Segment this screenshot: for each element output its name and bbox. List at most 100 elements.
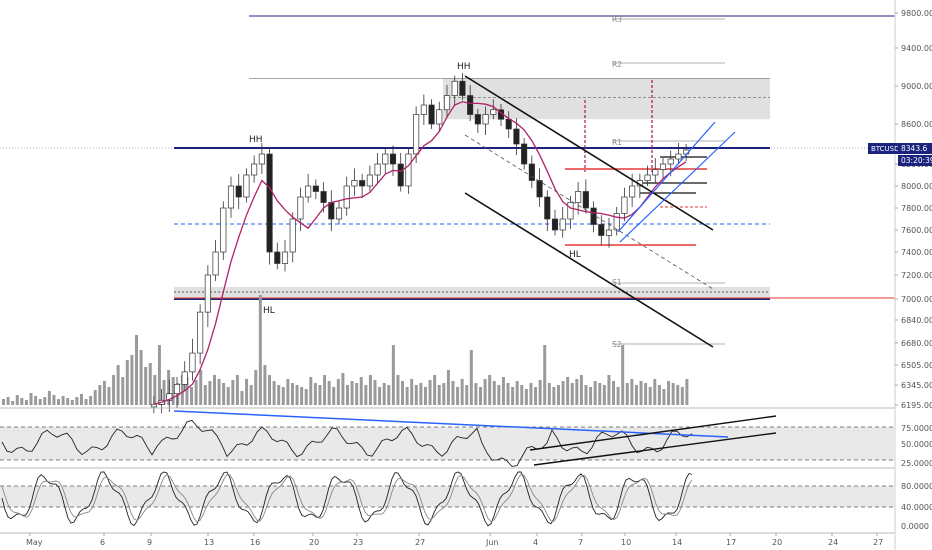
volume-bar xyxy=(38,399,42,405)
volume-bar xyxy=(598,383,602,405)
time-tick-label: May xyxy=(26,538,43,547)
volume-bar xyxy=(281,387,285,405)
volume-bar xyxy=(102,381,106,405)
volume-bar xyxy=(410,379,414,405)
volume-bar xyxy=(442,383,446,405)
time-tick-label: 9 xyxy=(147,538,152,547)
volume-bar xyxy=(309,377,313,405)
volume-bar xyxy=(258,295,262,405)
volume-bar xyxy=(263,365,267,405)
candle-body xyxy=(243,174,250,198)
volume-bar xyxy=(446,370,450,405)
rsi-divergence-line xyxy=(173,410,729,438)
volume-bar xyxy=(506,383,510,405)
volume-bar xyxy=(460,379,464,405)
volume-bar xyxy=(419,383,423,405)
label-s1: S1 xyxy=(612,278,622,287)
rsi-tick-label: 25.0000 xyxy=(901,459,932,468)
volume-bar xyxy=(304,389,308,405)
volume-bar xyxy=(6,397,10,405)
volume-bar xyxy=(552,387,556,405)
volume-bar xyxy=(685,379,689,405)
price-tick-label: 7400.00 xyxy=(901,248,932,257)
volume-bar xyxy=(625,383,629,405)
volume-bar xyxy=(93,390,97,405)
stochastic-axis: 80.0000 40.0000 0.0000 xyxy=(901,482,932,531)
rsi-tick-label: 50.0000 xyxy=(901,440,932,449)
volume-bar xyxy=(589,387,593,405)
volume-bar xyxy=(290,383,294,405)
candle-body xyxy=(490,109,497,115)
time-tick-label: 17 xyxy=(726,538,736,547)
volume-bar xyxy=(396,375,400,405)
stoch-d-line xyxy=(1,473,693,523)
label-r3: R3 xyxy=(612,15,622,24)
volume-bar xyxy=(653,379,657,405)
candle-body xyxy=(235,185,242,198)
candle-body xyxy=(521,143,528,165)
candle-body xyxy=(281,251,289,264)
volume-bar xyxy=(657,385,661,405)
candle-body xyxy=(413,114,420,155)
volume-bar xyxy=(130,355,134,405)
volume-bar xyxy=(612,381,616,405)
volume-bar xyxy=(414,385,418,405)
volume-bar xyxy=(602,385,606,405)
candle-body xyxy=(328,202,335,220)
stoch-k-line xyxy=(1,471,693,527)
volume-bar xyxy=(391,345,395,405)
volume-bar xyxy=(662,389,666,405)
volume-bar xyxy=(556,385,560,405)
volume-bar xyxy=(24,400,28,405)
candle-body xyxy=(590,207,597,225)
volume-bar xyxy=(483,379,487,405)
candle-body xyxy=(405,153,412,187)
candle-body xyxy=(443,95,451,111)
candle-body xyxy=(397,163,404,187)
volume-bar xyxy=(616,387,620,405)
rsi-band xyxy=(0,427,895,460)
volume-bar xyxy=(226,387,230,405)
volume-bar xyxy=(346,385,349,405)
volume-bar xyxy=(355,383,359,405)
volume-bar xyxy=(43,397,47,405)
volume-bar xyxy=(680,387,684,405)
time-tick-label: 7 xyxy=(578,538,583,547)
candle-body xyxy=(459,80,466,96)
time-tick-label: 27 xyxy=(873,538,883,547)
volume-bar xyxy=(543,345,547,405)
candle-body xyxy=(567,202,574,220)
stoch-band xyxy=(0,486,895,507)
volume-bar xyxy=(488,375,492,405)
last-price-tag: 8343.6 xyxy=(901,144,927,153)
candle-body xyxy=(343,185,350,209)
volume-bar xyxy=(648,387,652,405)
candle-body xyxy=(204,274,211,313)
candle-body xyxy=(181,371,188,385)
volume-bar xyxy=(240,391,244,405)
volume-bar xyxy=(423,387,427,405)
volume-bar xyxy=(235,375,239,405)
time-tick-label: 10 xyxy=(621,538,631,547)
volume-bar xyxy=(185,377,189,405)
time-tick-label: 20 xyxy=(309,538,319,547)
volume-bar xyxy=(639,381,643,405)
symbol-tag: BTCUSD xyxy=(871,145,900,153)
lower-demand-zone xyxy=(174,287,770,299)
candle-body xyxy=(374,163,381,176)
candle-body xyxy=(189,352,196,373)
candle-body xyxy=(505,118,512,130)
time-axis: May 6 9 13 16 20 23 27 Jun 4 7 10 14 17 20 24 27 xyxy=(26,533,883,547)
price-tick-label: 6505.00 xyxy=(901,361,932,370)
candle-body xyxy=(212,251,219,276)
candle-body xyxy=(266,153,273,253)
volume-bar xyxy=(497,385,501,405)
label-hl-left: HL xyxy=(263,306,275,316)
label-s2: S2 xyxy=(612,340,622,349)
rsi-pane xyxy=(0,410,895,467)
time-tick-label: 16 xyxy=(250,538,260,547)
volume-bar xyxy=(167,370,171,405)
volume-bar xyxy=(428,380,432,405)
stoch-tick-label: 40.0000 xyxy=(901,503,932,512)
